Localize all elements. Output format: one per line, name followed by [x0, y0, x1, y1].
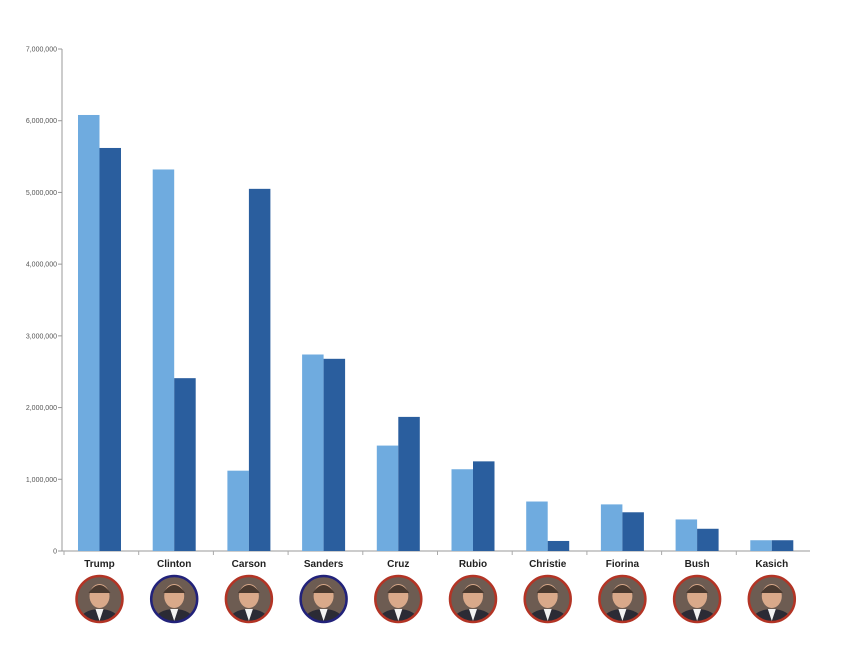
avatar-fiorina[interactable] — [599, 576, 646, 633]
bar-fiorina-series-1[interactable] — [600, 504, 623, 551]
avatar-hair — [760, 585, 783, 593]
y-tick-label: 4,000,000 — [26, 262, 57, 269]
bar-sanders-series-1[interactable] — [302, 354, 324, 551]
bar-sanders-series-2[interactable] — [323, 358, 346, 551]
bar-christie-series-1[interactable] — [526, 501, 548, 551]
avatar-collar — [170, 609, 179, 621]
bar-clinton-series-1[interactable] — [152, 169, 175, 552]
avatar-collar — [543, 609, 552, 621]
avatar-border-cruz — [374, 574, 423, 624]
category-label-clinton: Clinton — [157, 559, 191, 570]
y-tick-label: 2,000,000 — [26, 405, 57, 412]
category-label-kasich: Kasich — [755, 559, 788, 570]
avatar-clinton[interactable] — [151, 576, 198, 633]
y-tick-label: 3,000,000 — [26, 333, 57, 340]
avatar-hair — [237, 585, 260, 593]
y-tick-label: 1,000,000 — [26, 477, 57, 484]
category-label-carson: Carson — [232, 559, 266, 570]
bar-kasich-series-1[interactable] — [750, 540, 772, 551]
bar-trump-series-2[interactable] — [99, 147, 122, 552]
avatar-border-bush — [672, 574, 722, 624]
avatar-collar — [767, 609, 776, 621]
avatar-hair — [163, 585, 186, 593]
y-tick-label: 6,000,000 — [26, 118, 57, 125]
avatar-border-sanders — [299, 574, 348, 624]
avatar-collar — [394, 609, 403, 621]
avatar-border-christie — [523, 574, 572, 624]
avatar-trump[interactable] — [76, 576, 123, 633]
avatar-kasich[interactable] — [748, 576, 795, 633]
avatar-bush[interactable] — [674, 576, 721, 633]
category-label-bush: Bush — [685, 559, 710, 570]
avatar-border-clinton — [149, 574, 199, 624]
avatar-cruz[interactable] — [375, 576, 422, 633]
bar-rubio-series-2[interactable] — [473, 461, 495, 551]
y-tick-label: 5,000,000 — [26, 190, 57, 197]
category-label-sanders: Sanders — [304, 559, 344, 570]
category-label-fiorina: Fiorina — [606, 559, 640, 570]
avatar-collar — [244, 609, 253, 621]
avatar-hair — [686, 585, 709, 593]
bar-bush-series-2[interactable] — [697, 528, 719, 551]
category-label-christie: Christie — [529, 559, 567, 570]
avatar-hair — [462, 585, 484, 593]
avatar-collar — [693, 609, 702, 621]
avatar-sanders[interactable] — [300, 576, 347, 633]
avatar-hair — [611, 585, 634, 593]
y-tick-label: 7,000,000 — [26, 47, 57, 54]
avatar-collar — [618, 609, 627, 621]
avatar-collar — [319, 609, 328, 621]
bar-kasich-series-2[interactable] — [771, 540, 794, 551]
category-label-trump: Trump — [84, 559, 115, 570]
avatar-christie[interactable] — [524, 576, 571, 633]
bar-carson-series-2[interactable] — [248, 188, 271, 552]
avatar-collar — [469, 609, 477, 621]
avatar-border-fiorina — [598, 574, 647, 624]
bar-bush-series-1[interactable] — [675, 519, 698, 551]
avatar-border-carson — [224, 574, 274, 624]
category-label-rubio: Rubio — [459, 559, 487, 570]
avatar-hair — [312, 585, 335, 593]
avatar-hair — [387, 585, 410, 593]
bar-carson-series-1[interactable] — [227, 470, 249, 551]
avatar-border-rubio — [448, 574, 498, 624]
bar-rubio-series-1[interactable] — [451, 469, 474, 551]
y-tick-label: 0 — [53, 549, 57, 556]
category-label-cruz: Cruz — [387, 559, 409, 570]
avatar-border-kasich — [747, 574, 797, 624]
avatar-border-trump — [75, 574, 124, 624]
bar-cruz-series-1[interactable] — [376, 445, 399, 551]
avatar-rubio[interactable] — [450, 576, 496, 633]
bar-clinton-series-2[interactable] — [174, 378, 196, 551]
bar-fiorina-series-2[interactable] — [622, 512, 644, 551]
bar-trump-series-1[interactable] — [78, 114, 100, 551]
avatar-hair — [536, 585, 559, 593]
avatar-carson[interactable] — [225, 576, 272, 633]
avatar-hair — [88, 585, 111, 593]
bar-cruz-series-2[interactable] — [398, 416, 420, 551]
avatar-collar — [95, 609, 104, 621]
bar-christie-series-2[interactable] — [547, 540, 570, 551]
